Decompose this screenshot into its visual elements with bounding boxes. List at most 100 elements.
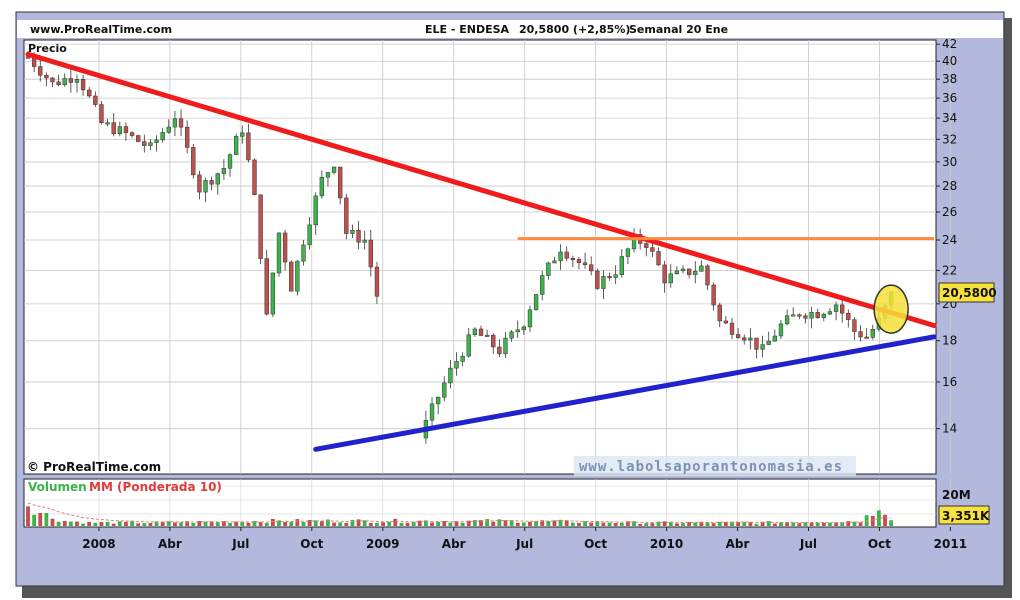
volume-bar — [852, 521, 857, 526]
candle — [533, 294, 539, 311]
volume-bar — [44, 512, 49, 526]
volume-bar — [393, 518, 398, 526]
volume-bar — [876, 510, 881, 526]
candle — [760, 344, 765, 350]
volume-bar — [558, 519, 563, 526]
candle — [815, 312, 820, 319]
price-tick-label: 22 — [942, 263, 957, 277]
volume-bar — [723, 521, 728, 526]
candle — [221, 168, 227, 174]
volume-bar — [668, 521, 673, 526]
volume-bar — [32, 514, 37, 526]
candle — [209, 180, 214, 185]
volume-bar — [797, 523, 802, 526]
volume-bar — [479, 520, 483, 526]
candle — [656, 251, 661, 266]
candle — [325, 172, 331, 178]
candle — [662, 264, 667, 284]
candle — [460, 355, 465, 362]
volume-bar — [534, 521, 539, 526]
volume-bar — [699, 521, 704, 526]
volume-bar — [423, 520, 428, 526]
candle — [350, 230, 355, 234]
date-tick-label: Jul — [515, 537, 533, 551]
price-grid — [24, 40, 951, 474]
volume-bar — [889, 520, 894, 526]
candle — [619, 256, 624, 275]
volume-bar — [154, 521, 159, 526]
candle — [589, 264, 594, 272]
volume-bar — [815, 522, 820, 526]
candle — [833, 304, 839, 312]
candle — [840, 304, 845, 314]
candle — [264, 258, 269, 315]
candle — [68, 78, 74, 83]
price-tick-label: 18 — [942, 334, 957, 348]
date-tick-label: Abr — [158, 537, 182, 551]
volume-ma-label: MM (Ponderada 10) — [89, 480, 222, 494]
volume-bar — [454, 520, 459, 526]
candle — [203, 180, 208, 193]
candle — [197, 174, 202, 193]
candle — [546, 262, 551, 276]
volume-bar — [87, 521, 92, 526]
volume-bar — [583, 521, 587, 526]
candle — [191, 147, 196, 176]
candle — [356, 230, 361, 243]
volume-bar — [430, 522, 434, 526]
candle — [368, 239, 373, 268]
volume-bar — [460, 522, 465, 526]
volume-scale-label: 20M — [942, 488, 971, 502]
volume-bar — [779, 522, 783, 526]
candle — [527, 309, 533, 328]
candle — [797, 314, 802, 317]
volume-bar — [442, 521, 447, 526]
candle — [515, 329, 520, 333]
volume-bar — [497, 519, 502, 526]
candle — [240, 132, 245, 137]
candle — [778, 323, 784, 337]
volume-bar — [375, 522, 379, 526]
volume-bar — [436, 521, 441, 526]
date-axis: 2008 Abr Jul Oct 2009 Abr Jul Oct 2010 Abr Jul Oct 2… — [82, 527, 967, 551]
volume-bar — [785, 522, 789, 526]
price-tick-label: 16 — [942, 375, 957, 389]
candle — [748, 337, 753, 341]
volume-bar — [644, 523, 649, 526]
watermark: www.labolsaporantonomasia.es — [579, 459, 843, 475]
candle — [625, 248, 631, 257]
candle — [129, 132, 135, 136]
date-tick-label: Abr — [442, 537, 466, 551]
volume-bar — [228, 522, 232, 526]
volume-bar — [111, 523, 116, 526]
price-tick-label: 42 — [942, 37, 957, 51]
volume-bar — [870, 515, 875, 526]
volume-bar — [326, 519, 330, 526]
candle — [472, 328, 478, 336]
candle — [607, 276, 612, 279]
date-tick-label: 2009 — [366, 537, 399, 551]
volume-bar — [411, 522, 416, 526]
header-site: www.ProRealTime.com — [30, 23, 172, 36]
volume-bar — [772, 523, 777, 526]
volume-bar — [252, 521, 257, 526]
candle — [503, 337, 508, 355]
volume-bar — [528, 521, 532, 526]
volume-bar — [803, 522, 808, 526]
candle — [258, 194, 263, 259]
candle — [123, 126, 129, 133]
volume-bar — [503, 520, 508, 526]
volume-bar — [748, 522, 753, 526]
candle — [466, 334, 471, 357]
volume-bar — [509, 520, 514, 526]
volume-bar — [62, 520, 67, 526]
candle — [136, 135, 141, 142]
date-tick-label: Oct — [868, 537, 891, 551]
date-tick-label: Jul — [231, 537, 249, 551]
volume-bar — [283, 521, 288, 526]
candle — [613, 274, 618, 278]
candle — [448, 367, 453, 384]
candle — [142, 141, 147, 146]
volume-bar — [368, 522, 373, 526]
volume-bar — [221, 521, 226, 526]
